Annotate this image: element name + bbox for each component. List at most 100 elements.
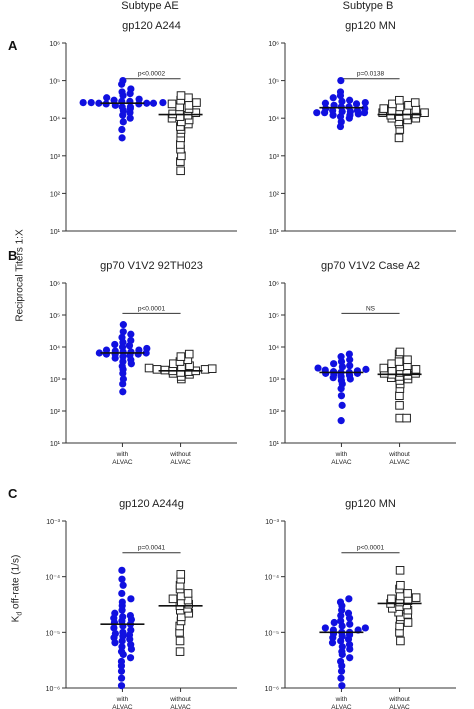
panel-1-point-with-3 xyxy=(119,118,127,126)
panel-4-y-tick-label: 10¹ xyxy=(269,441,280,448)
panel-1-point-with-23 xyxy=(135,95,143,103)
panel-3-point-with-30 xyxy=(127,330,135,338)
panel-3-y-tick-label: 10⁶ xyxy=(49,281,60,288)
panel-1-y-tick-label: 10⁵ xyxy=(49,79,60,86)
panel-1-point-with-24 xyxy=(103,94,111,102)
panel-3-x-tick-label-1: with ALVAC xyxy=(112,451,133,466)
panel-2-point-without-13 xyxy=(420,108,429,118)
panel-1-y-tick-label: 10⁴ xyxy=(49,116,60,123)
panel-1-point-with-14 xyxy=(143,99,151,107)
panel-4-point-with-19 xyxy=(362,365,370,373)
panel-5-point-without-14 xyxy=(168,594,178,604)
panel-6-point-with-24 xyxy=(361,624,369,632)
panel-3-y-tick-label: 10⁵ xyxy=(49,313,60,320)
panel-2-title: gp120 MN xyxy=(345,20,396,32)
panel-1-point-without-22 xyxy=(167,99,177,109)
panel-4-y-tick-label: 10⁶ xyxy=(268,281,279,288)
panel-3-point-without-20 xyxy=(184,349,194,359)
panel-4-point-without-26 xyxy=(395,347,405,357)
panel-4-point-without-17 xyxy=(387,366,397,376)
panel-2-y-tick-label: 10⁶ xyxy=(268,41,279,48)
panel-3-point-with-26 xyxy=(111,340,119,349)
panel-5-point-with-28 xyxy=(119,613,127,621)
panel-6-point-with-28 xyxy=(337,617,345,625)
panel-5-point-without-16 xyxy=(183,589,193,598)
panel-1-point-without-26 xyxy=(176,91,186,100)
panel-4-title: gp70 V1V2 Case A2 xyxy=(321,260,420,272)
panel-2-point-with-28 xyxy=(337,77,345,85)
panel-5-point-with-37 xyxy=(118,575,126,583)
panel-2-point-without-23 xyxy=(395,95,404,105)
panel-5-y-tick-label: 10⁻⁴ xyxy=(46,575,61,582)
panel-5-point-with-34 xyxy=(127,595,135,603)
panel-2-y-tick-label: 10³ xyxy=(269,154,280,161)
panel-4-point-with-22 xyxy=(346,362,354,370)
panel-6-point-with-1 xyxy=(338,682,346,690)
panel-1-annotation: p<0.0002 xyxy=(138,71,166,78)
panel-4-point-without-19 xyxy=(379,363,389,373)
panel-4-point-with-20 xyxy=(314,364,322,372)
row-label-c: C xyxy=(8,486,18,501)
panel-2-point-with-16 xyxy=(361,105,369,113)
panel-6-point-with-30 xyxy=(337,611,345,620)
panel-5-point-without-20 xyxy=(176,570,186,579)
panel-3-point-with-28 xyxy=(127,336,135,345)
panel-5-point-with-6 xyxy=(126,654,135,662)
panel-2-point-with-22 xyxy=(361,98,369,107)
panel-6-x-tick-label-2: without ALVAC xyxy=(388,696,410,709)
panel-3-y-tick-label: 10² xyxy=(50,409,61,416)
panel-4-point-with-27 xyxy=(345,350,353,358)
panel-5-point-with-11 xyxy=(127,641,135,649)
panel-3-point-with-29 xyxy=(118,333,126,341)
y-axis-title-koff-sub: d xyxy=(16,611,24,616)
panel-4-y-tick-label: 10⁵ xyxy=(268,313,279,320)
panel-4-point-without-24 xyxy=(403,355,412,365)
column-title-subtype-b: Subtype B xyxy=(342,0,394,12)
panel-3-point-with-32 xyxy=(119,321,127,329)
panel-2-point-with-23 xyxy=(338,97,346,105)
panel-3-point-without-19 xyxy=(176,352,186,361)
panel-4-point-without-18 xyxy=(411,365,421,374)
panel-6-point-with-2 xyxy=(337,674,345,682)
panel-6-y-tick-label: 10⁻⁵ xyxy=(265,630,279,637)
panel-3-point-without-10 xyxy=(200,365,210,374)
column-title-subtype-ae: Subtype AE xyxy=(121,0,179,12)
panel-3-point-without-13 xyxy=(144,363,154,373)
panel-4-point-without-22 xyxy=(387,359,396,369)
panel-1-point-with-16 xyxy=(149,99,158,107)
panel-1-point-with-17 xyxy=(87,98,95,107)
y-axis-title-koff-prefix: K xyxy=(10,615,22,623)
panel-1-title: gp120 A244 xyxy=(122,20,181,32)
panel-6-annotation: p<0.0001 xyxy=(357,545,385,552)
panel-5-point-without-1 xyxy=(175,647,185,656)
panel-1-point-with-4 xyxy=(126,114,134,122)
panel-1-y-tick-label: 10¹ xyxy=(50,229,61,236)
panel-3-y-tick-label: 10¹ xyxy=(50,441,61,448)
panel-3-point-with-31 xyxy=(119,328,127,336)
panel-2-y-tick-label: 10² xyxy=(269,191,280,198)
panel-3-point-with-22 xyxy=(102,346,111,354)
panel-1-point-with-28 xyxy=(127,85,135,93)
panel-6-point-with-26 xyxy=(346,620,354,628)
panel-2-point-with-25 xyxy=(329,94,337,102)
panel-6-y-tick-label: 10⁻⁶ xyxy=(265,686,279,693)
panel-5-point-without-2 xyxy=(175,636,185,646)
row-label-b: B xyxy=(8,248,18,263)
panel-5-title: gp120 A244g xyxy=(119,498,184,510)
panel-6-point-with-3 xyxy=(337,667,346,675)
panel-5-point-with-35 xyxy=(118,589,126,598)
panel-4-point-with-16 xyxy=(329,368,338,376)
panel-3-point-with-21 xyxy=(135,346,143,354)
panel-6-point-with-34 xyxy=(336,598,345,606)
panel-4-y-tick-label: 10² xyxy=(269,409,280,416)
panel-2-annotation: p=0.0138 xyxy=(357,71,385,78)
panel-3-point-without-11 xyxy=(152,365,162,374)
panel-4-x-tick-label-2: without ALVAC xyxy=(388,451,410,466)
panel-3-point-without-12 xyxy=(207,364,217,373)
panel-6-point-with-11 xyxy=(345,641,354,649)
panel-2-point-with-21 xyxy=(321,99,330,107)
panel-4-point-with-2 xyxy=(338,401,346,409)
panel-6-y-tick-label: 10⁻³ xyxy=(265,519,279,526)
panel-5-x-tick-label-2: without ALVAC xyxy=(169,696,191,709)
